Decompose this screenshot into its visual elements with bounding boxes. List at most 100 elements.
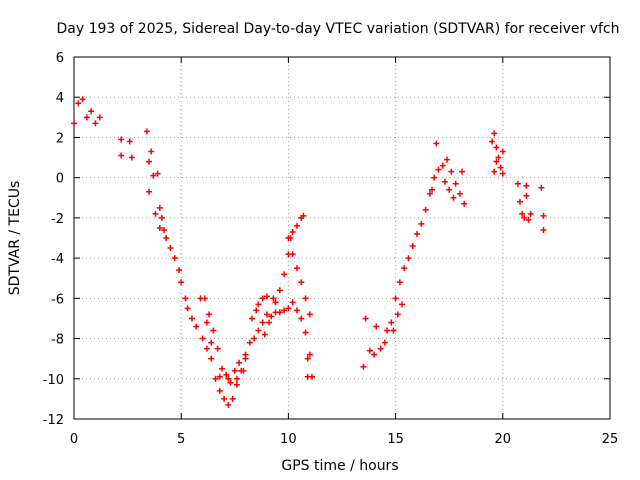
data-point [289, 299, 296, 306]
y-tick-label: -10 [43, 373, 64, 388]
data-points [71, 96, 547, 408]
data-point [203, 319, 210, 326]
data-point [118, 136, 125, 143]
chart-title: Day 193 of 2025, Sidereal Day-to-day VTE… [56, 21, 619, 37]
y-tick-label: 0 [56, 172, 64, 187]
series-peak-10 [272, 212, 315, 380]
data-point [233, 375, 240, 382]
data-point [227, 379, 234, 386]
data-point [373, 323, 380, 330]
data-point [188, 315, 195, 322]
data-point [401, 265, 408, 272]
x-tick-label: 0 [70, 432, 78, 447]
data-point [289, 251, 296, 258]
data-point [161, 226, 168, 233]
data-point [461, 200, 468, 207]
data-point [516, 198, 523, 205]
data-point [242, 351, 249, 358]
series-mid-recovery [242, 293, 313, 358]
data-point [158, 214, 165, 221]
data-point [418, 220, 425, 227]
data-point [266, 319, 273, 326]
data-point [390, 327, 397, 334]
data-point [422, 206, 429, 213]
data-point [493, 144, 500, 151]
data-point [146, 158, 153, 165]
data-point [231, 367, 238, 374]
data-point [163, 235, 170, 241]
data-point [156, 224, 163, 231]
data-point [210, 327, 217, 334]
data-point [491, 168, 498, 175]
data-point [433, 140, 440, 147]
data-point [154, 170, 161, 177]
data-point [293, 222, 300, 229]
data-point [203, 345, 210, 352]
x-tick-label: 5 [177, 432, 185, 447]
data-point [208, 339, 215, 346]
data-point [285, 235, 292, 241]
data-point [302, 295, 309, 302]
data-point [171, 255, 178, 262]
data-point [199, 335, 206, 342]
data-point [206, 311, 213, 318]
y-tick-label: -4 [51, 252, 64, 267]
data-point [146, 188, 153, 195]
data-point [426, 190, 433, 197]
data-point [148, 148, 155, 155]
data-point [223, 371, 230, 378]
data-point [306, 311, 313, 318]
data-point [306, 351, 313, 358]
data-point [83, 114, 90, 121]
data-point [456, 190, 463, 197]
data-point [255, 327, 262, 334]
data-point [371, 351, 378, 358]
data-point [523, 182, 530, 189]
data-point [156, 204, 163, 211]
x-axis-label: GPS time / hours [281, 458, 398, 474]
data-point [143, 128, 150, 135]
data-point [392, 295, 399, 302]
data-point [388, 319, 395, 326]
data-point [448, 168, 455, 175]
y-tick-label: 2 [56, 131, 64, 146]
data-point [493, 158, 500, 165]
y-tick-label: -12 [43, 413, 64, 428]
data-point [225, 375, 232, 382]
data-point [272, 299, 279, 306]
data-point [514, 180, 521, 187]
data-point [251, 335, 258, 342]
data-point [441, 178, 448, 185]
data-point [225, 401, 232, 408]
data-point [459, 168, 466, 175]
data-point [218, 365, 225, 372]
data-point [150, 172, 157, 179]
data-point [495, 154, 502, 161]
data-point [212, 375, 219, 382]
data-point [152, 210, 159, 217]
data-point [182, 295, 189, 302]
data-point [261, 331, 268, 338]
data-point [396, 279, 403, 286]
series-late [489, 130, 547, 233]
data-point [255, 301, 262, 308]
data-point [126, 138, 133, 145]
data-point [366, 347, 373, 354]
series-early [71, 96, 168, 233]
data-point [201, 295, 208, 302]
data-point [302, 329, 309, 336]
data-point [499, 170, 506, 177]
data-point [300, 212, 307, 219]
data-point [71, 120, 77, 127]
data-point [293, 307, 300, 314]
data-point [435, 166, 442, 173]
axis-ticks: 0 5 10 15 20 25 -12 -10 -8 -6 -4 -2 0 2 4 6 [43, 51, 619, 447]
data-point [88, 108, 95, 115]
series-rise-15 [360, 140, 468, 370]
series-trough-cluster [201, 295, 247, 386]
data-point [167, 245, 174, 252]
data-point [248, 315, 255, 322]
data-point [362, 315, 369, 322]
data-point [499, 148, 506, 155]
